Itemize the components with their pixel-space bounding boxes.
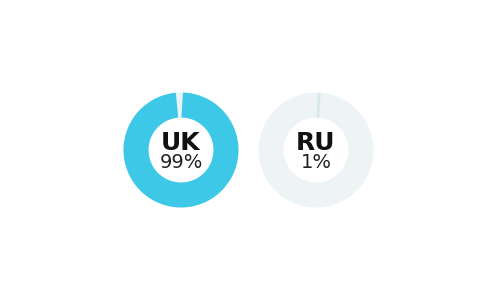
Text: 1%: 1% (300, 152, 332, 172)
Text: 99%: 99% (160, 152, 202, 172)
Text: RU: RU (296, 130, 336, 154)
Text: UK: UK (161, 130, 201, 154)
